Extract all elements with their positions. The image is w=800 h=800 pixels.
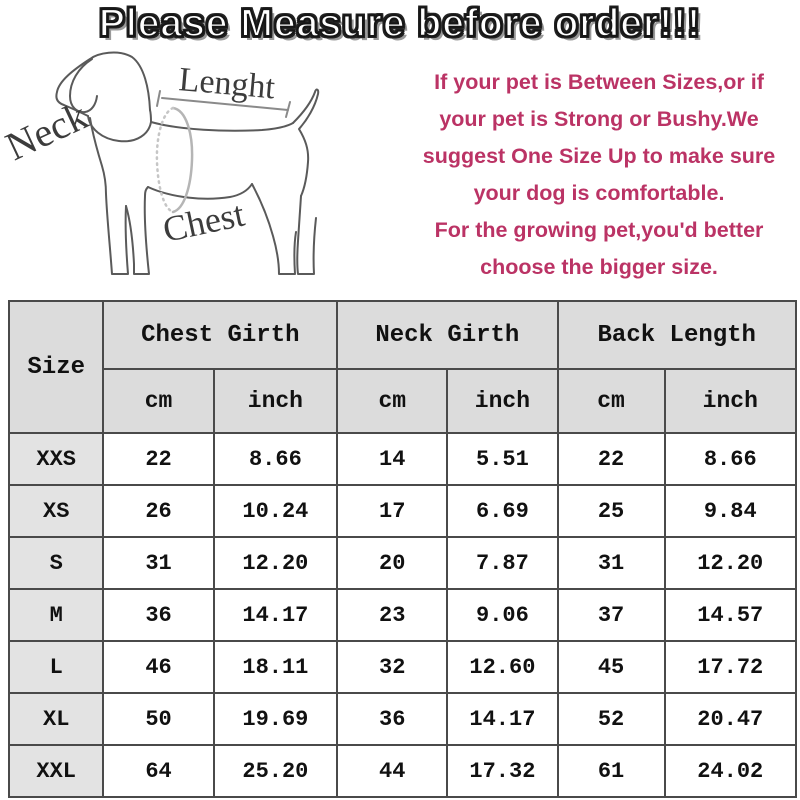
advice-line: your pet is Strong or Bushy.We (439, 107, 759, 131)
table-cell: 17.72 (663, 640, 798, 694)
advice-line: your dog is comfortable. (473, 181, 725, 205)
size-label: M (7, 588, 105, 642)
table-cell: 20 (336, 536, 449, 590)
table-cell: 9.06 (446, 588, 559, 642)
header-chest-cm: cm (102, 368, 215, 434)
table-cell: 14 (336, 432, 449, 486)
table-cell: 45 (556, 640, 666, 694)
table-cell: 37 (556, 588, 666, 642)
advice-line: suggest One Size Up to make sure (422, 144, 776, 168)
table-cell: 36 (336, 692, 449, 746)
header-size: Size (7, 300, 105, 434)
table-cell: 12.20 (212, 536, 339, 590)
advice-line: If your pet is Between Sizes,or if (434, 70, 764, 94)
dog-measure-diagram: Neck Lenght Chest (0, 51, 320, 275)
header-neck-cm: cm (336, 368, 449, 434)
table-cell: 52 (556, 692, 666, 746)
table-row: XS 26 10.24 17 6.69 25 9.84 (7, 484, 798, 538)
table-cell: 31 (102, 536, 215, 590)
table-cell: 12.60 (446, 640, 559, 694)
table-row: XXL 64 25.20 44 17.32 61 24.02 (7, 744, 798, 798)
table-cell: 19.69 (212, 692, 339, 746)
table-cell: 12.20 (663, 536, 798, 590)
advice-line: choose the bigger size. (480, 255, 718, 279)
table-cell: 22 (556, 432, 666, 486)
neck-label: Neck (0, 93, 94, 169)
table-cell: 17.32 (446, 744, 559, 798)
page-title: Please Measure before order!!! (98, 1, 702, 46)
table-cell: 14.17 (446, 692, 559, 746)
header-back-cm: cm (556, 368, 666, 434)
table-cell: 50 (102, 692, 215, 746)
header-chest-girth: Chest Girth (102, 300, 339, 370)
header-neck-girth: Neck Girth (336, 300, 559, 370)
table-cell: 8.66 (212, 432, 339, 486)
table-cell: 18.11 (212, 640, 339, 694)
table-cell: 25.20 (212, 744, 339, 798)
dog-outline (55, 51, 320, 275)
header-neck-inch: inch (446, 368, 559, 434)
table-cell: 61 (556, 744, 666, 798)
table-cell: 14.17 (212, 588, 339, 642)
size-label: XL (7, 692, 105, 746)
table-cell: 20.47 (663, 692, 798, 746)
table-row: S 31 12.20 20 7.87 31 12.20 (7, 536, 798, 590)
table-header-unit-row: cm inch cm inch cm inch (9, 368, 798, 434)
size-label: XS (7, 484, 105, 538)
size-label: L (7, 640, 105, 694)
sizing-advice: If your pet is Between Sizes,or if your … (398, 64, 800, 286)
table-cell: 7.87 (446, 536, 559, 590)
table-row: L 46 18.11 32 12.60 45 17.72 (7, 640, 798, 694)
chest-girth-line-hidden (155, 106, 175, 214)
size-label: S (7, 536, 105, 590)
table-cell: 25 (556, 484, 666, 538)
table-cell: 46 (102, 640, 215, 694)
size-label: XXS (7, 432, 105, 486)
table-cell: 17 (336, 484, 449, 538)
chest-label: Chest (159, 194, 248, 250)
size-table: Size Chest Girth Neck Girth Back Length … (7, 300, 798, 798)
header-back-length: Back Length (556, 300, 797, 370)
table-cell: 23 (336, 588, 449, 642)
table-cell: 36 (102, 588, 215, 642)
table-cell: 8.66 (663, 432, 798, 486)
table-row: M 36 14.17 23 9.06 37 14.57 (7, 588, 798, 642)
header-chest-inch: inch (212, 368, 339, 434)
table-cell: 9.84 (663, 484, 798, 538)
chest-girth-line (171, 106, 194, 214)
length-measure-line (156, 90, 291, 118)
advice-line: For the growing pet,you'd better (434, 218, 764, 242)
table-cell: 44 (336, 744, 449, 798)
table-cell: 6.69 (446, 484, 559, 538)
table-cell: 10.24 (212, 484, 339, 538)
table-cell: 22 (102, 432, 215, 486)
table-row: XL 50 19.69 36 14.17 52 20.47 (7, 692, 798, 746)
table-cell: 31 (556, 536, 666, 590)
table-cell: 24.02 (663, 744, 798, 798)
table-cell: 32 (336, 640, 449, 694)
table-cell: 64 (102, 744, 215, 798)
table-cell: 26 (102, 484, 215, 538)
length-label: Lenght (177, 61, 277, 106)
table-cell: 14.57 (663, 588, 798, 642)
table-header-group-row: Size Chest Girth Neck Girth Back Length (7, 300, 797, 434)
table-cell: 5.51 (446, 432, 559, 486)
header-back-inch: inch (663, 368, 798, 434)
size-label: XXL (7, 744, 105, 798)
table-row: XXS 22 8.66 14 5.51 22 8.66 (7, 432, 798, 486)
